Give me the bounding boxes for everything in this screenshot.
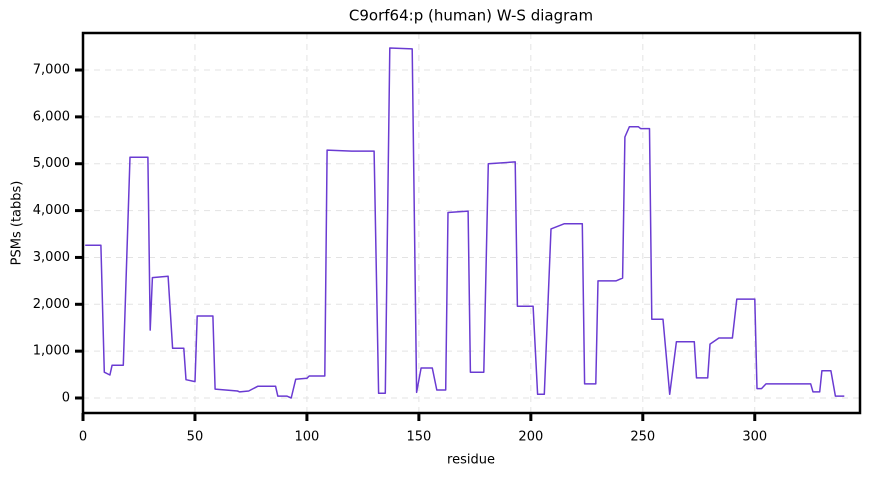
x-tick-label: 100 <box>295 430 320 445</box>
y-tick-label: 5,000 <box>33 156 70 171</box>
data-line <box>85 47 845 399</box>
y-tick-label: 7,000 <box>33 63 70 78</box>
x-tick-label: 200 <box>518 430 543 445</box>
x-tick-label: 300 <box>742 430 767 445</box>
y-tick-label: 6,000 <box>33 109 70 124</box>
y-tick-label: 4,000 <box>33 203 70 218</box>
x-tick-label: 250 <box>630 430 655 445</box>
plot-frame <box>81 31 862 415</box>
y-tick-label: 1,000 <box>33 344 70 359</box>
y-axis-label: PSMs (tabbs) <box>10 181 25 266</box>
y-tick-label: 2,000 <box>33 297 70 312</box>
x-tick-label: 50 <box>187 430 204 445</box>
y-tick-label: 0 <box>62 391 70 406</box>
x-tick-label: 0 <box>79 430 87 445</box>
x-axis-label: residue <box>447 453 495 468</box>
x-tick-label: 150 <box>406 430 431 445</box>
y-tick-label: 3,000 <box>33 250 70 265</box>
chart-title: C9orf64:p (human) W-S diagram <box>349 7 593 25</box>
